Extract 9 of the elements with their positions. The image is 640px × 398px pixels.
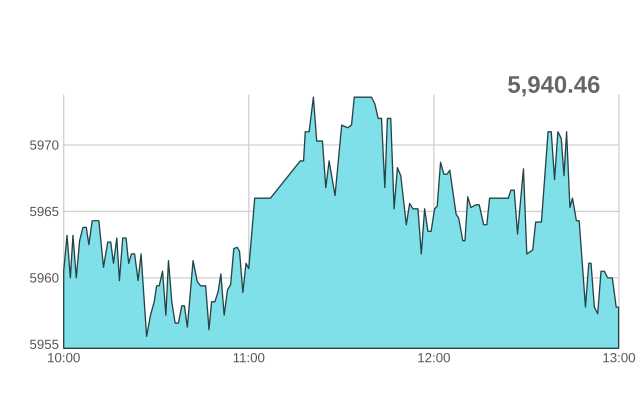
x-tick-label: 13:00 (603, 352, 636, 362)
x-tick-label: 11:00 (234, 352, 264, 362)
y-tick-label: 5965 (30, 206, 58, 216)
x-tick-label: 12:00 (418, 352, 450, 362)
y-tick-label: 5955 (30, 340, 58, 349)
annotation: 5,940.46 (508, 76, 600, 96)
y-tick-label: 5960 (30, 273, 58, 283)
y-tick-label: 5970 (30, 140, 58, 150)
x-tick-label: 10:00 (48, 352, 80, 362)
